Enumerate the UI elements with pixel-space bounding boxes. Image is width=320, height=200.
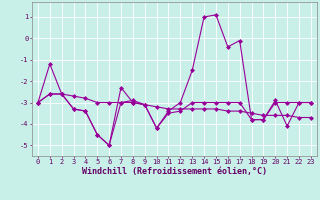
- X-axis label: Windchill (Refroidissement éolien,°C): Windchill (Refroidissement éolien,°C): [82, 167, 267, 176]
